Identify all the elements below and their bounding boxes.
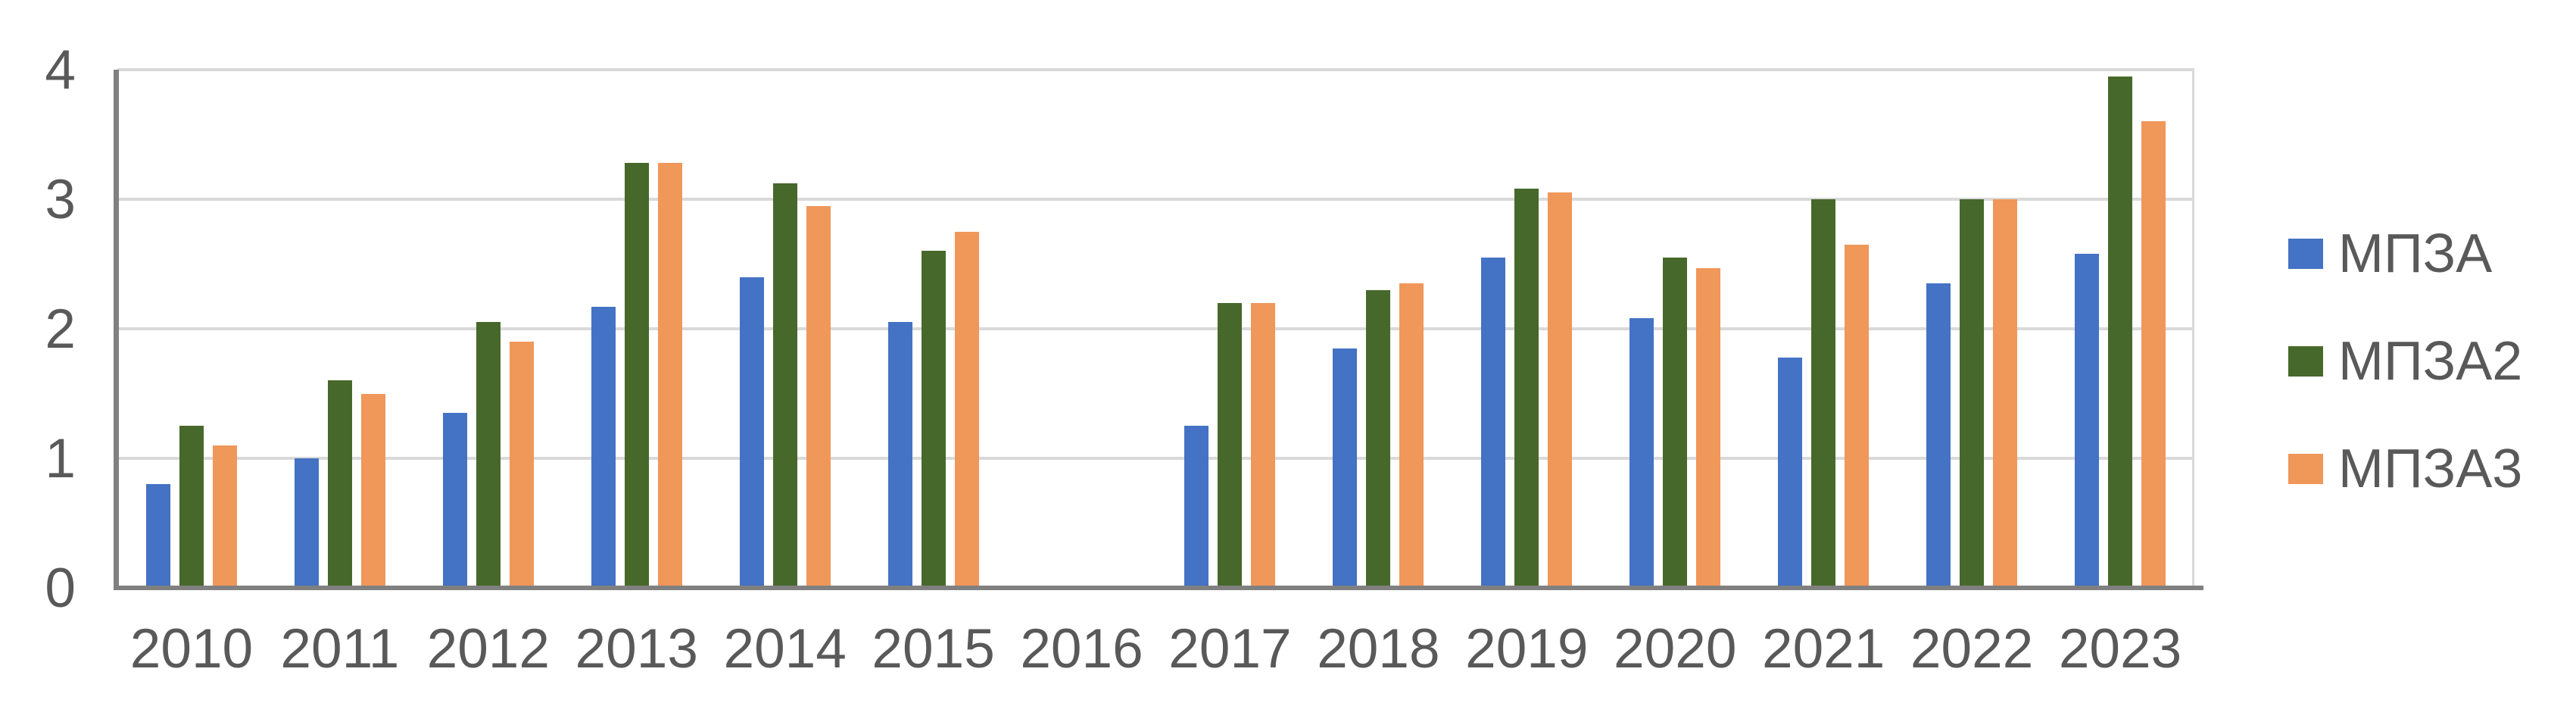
x-category-label: 2019 [1465, 618, 1589, 680]
bar [1629, 318, 1654, 588]
bar [294, 458, 319, 588]
y-tick-label: 3 [45, 169, 76, 230]
bar [360, 393, 385, 588]
legend-label: МПЗА [2338, 223, 2493, 284]
bar [179, 426, 204, 588]
x-category-label: 2016 [1020, 618, 1143, 680]
gridline [117, 198, 2194, 201]
bar [921, 251, 946, 588]
bar [1696, 267, 1721, 588]
y-tick-label: 0 [45, 558, 76, 619]
bar [1663, 257, 1688, 588]
bar [624, 163, 649, 588]
bar [887, 322, 912, 588]
y-tick-label: 2 [45, 298, 76, 360]
x-category-label: 2017 [1168, 618, 1292, 680]
bar [1811, 199, 1836, 588]
bar [1251, 302, 1276, 588]
bar [327, 380, 352, 588]
y-axis-line [114, 70, 119, 590]
bar [1960, 199, 1985, 588]
bar [476, 322, 501, 588]
bar [1333, 348, 1358, 588]
plot-right-border [2192, 70, 2194, 588]
gridline [117, 457, 2194, 460]
bar [657, 163, 682, 588]
x-axis-line [114, 586, 2203, 590]
bar [2141, 121, 2166, 588]
x-category-label: 2014 [723, 618, 847, 680]
x-category-label: 2015 [872, 618, 995, 680]
bar [739, 277, 764, 588]
bar [1218, 302, 1243, 588]
gridline [117, 68, 2194, 71]
legend-item: МПЗА3 [2288, 441, 2522, 497]
bar [1514, 189, 1539, 588]
x-category-label: 2010 [129, 618, 254, 680]
legend-label: МПЗА2 [2338, 331, 2523, 392]
legend-label: МПЗА3 [2338, 439, 2523, 499]
bar [954, 231, 979, 588]
bar [806, 205, 831, 588]
bar [1926, 283, 1951, 588]
bar [145, 484, 170, 588]
legend-swatch-icon [2288, 346, 2323, 377]
bar [2075, 253, 2100, 588]
bar [1399, 283, 1424, 588]
legend-swatch-icon [2288, 239, 2323, 269]
plot-area [117, 68, 2194, 588]
bar [591, 306, 616, 588]
x-category-label: 2018 [1317, 618, 1440, 680]
legend: МПЗА МПЗА2 МПЗА3 [2288, 0, 2576, 725]
x-category-label: 2013 [575, 618, 698, 680]
bar [1184, 426, 1209, 588]
bar [1845, 244, 1870, 588]
bar [509, 342, 534, 588]
y-tick-label: 1 [45, 428, 76, 489]
bar [2108, 76, 2133, 588]
bar [1778, 357, 1803, 588]
x-category-label: 2023 [2058, 618, 2182, 680]
legend-swatch-icon [2288, 454, 2323, 484]
bar [442, 413, 467, 588]
x-category-label: 2020 [1614, 618, 1737, 680]
bar [212, 445, 237, 588]
x-category-label: 2011 [280, 618, 400, 680]
x-category-label: 2022 [1910, 618, 2034, 680]
bar [1548, 192, 1573, 588]
bar [772, 183, 797, 588]
x-category-label: 2012 [426, 618, 550, 680]
y-tick-label: 4 [45, 39, 76, 101]
legend-item: МПЗА [2288, 226, 2492, 282]
bar [1366, 289, 1391, 588]
gridline [117, 327, 2194, 330]
x-category-label: 2021 [1761, 618, 1885, 680]
bar [1481, 257, 1506, 588]
bar [1993, 199, 2018, 588]
legend-item: МПЗА2 [2288, 333, 2522, 389]
